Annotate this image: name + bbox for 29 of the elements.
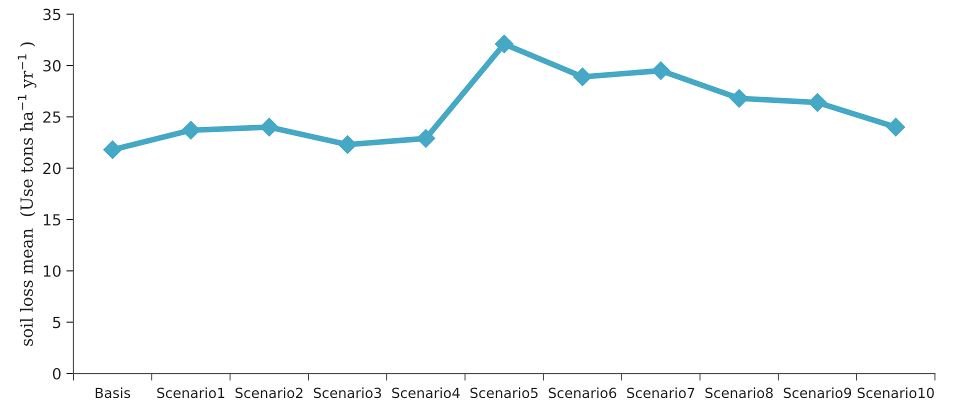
point [338,135,357,154]
point [573,67,592,86]
y-tick-label: 5 [53,316,60,328]
y-tick-label: 35 [43,8,60,20]
point [260,118,279,136]
y-tick-label: 10 [44,265,61,277]
point [182,120,200,140]
x-tick-label: Scenario8 [705,387,773,398]
x-tick-label: Scenario7 [627,387,694,398]
point [886,118,906,136]
x-tick-label: Scenario3 [314,387,382,398]
x-tick-label: Scenario5 [470,387,538,398]
y-tick-label: 15 [44,214,60,226]
point [416,129,436,148]
x-tick-label: Scenario4 [392,387,460,398]
x-tick-label: Scenario6 [548,387,616,398]
y-tick-label: 0 [52,368,61,380]
point [103,140,122,160]
point [808,93,827,112]
y-axis-title: soil loss mean (Use tons ha$^{−1}$ yr$^{−1}$ ) [18,42,36,346]
x-tick-label: Scenario10 [858,387,934,398]
point [494,34,514,54]
x-tick-label: Scenario9 [784,387,852,398]
y-tick-label: 20 [43,162,61,174]
y-tick-label: 25 [43,111,60,123]
x-tick-label: Basis [96,387,130,398]
x-tick-label: Scenario1 [157,387,224,398]
x-tick-label: Scenario2 [236,387,302,398]
y-tick-label: 30 [43,60,61,72]
